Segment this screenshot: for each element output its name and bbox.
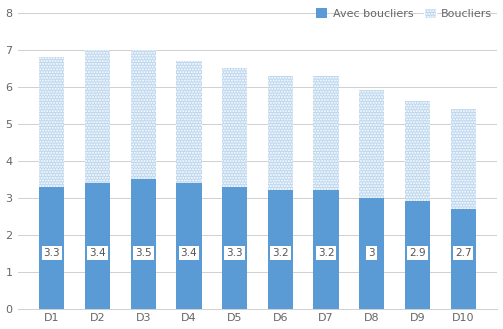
Text: 3: 3: [368, 248, 375, 258]
Bar: [359, 90, 384, 198]
Bar: [359, 198, 384, 309]
Bar: [39, 57, 64, 187]
Bar: [131, 179, 156, 309]
Text: 3.5: 3.5: [135, 248, 151, 258]
Bar: [268, 76, 293, 190]
Text: 3.2: 3.2: [318, 248, 334, 258]
Bar: [313, 76, 339, 190]
Bar: [131, 50, 156, 179]
Text: 3.4: 3.4: [90, 248, 106, 258]
Bar: [177, 183, 202, 309]
Text: 2.7: 2.7: [455, 248, 471, 258]
Bar: [85, 50, 110, 183]
Bar: [405, 201, 430, 309]
Bar: [222, 68, 247, 187]
Bar: [177, 61, 202, 183]
Text: 3.3: 3.3: [44, 248, 60, 258]
Bar: [39, 187, 64, 309]
Legend: Avec boucliers, Boucliers: Avec boucliers, Boucliers: [311, 3, 496, 23]
Text: 3.4: 3.4: [181, 248, 197, 258]
Bar: [405, 101, 430, 201]
Text: 2.9: 2.9: [409, 248, 426, 258]
Bar: [222, 187, 247, 309]
Bar: [85, 183, 110, 309]
Bar: [268, 190, 293, 309]
Text: 3.3: 3.3: [226, 248, 243, 258]
Bar: [313, 190, 339, 309]
Text: 3.2: 3.2: [272, 248, 289, 258]
Bar: [451, 209, 476, 309]
Bar: [451, 109, 476, 209]
